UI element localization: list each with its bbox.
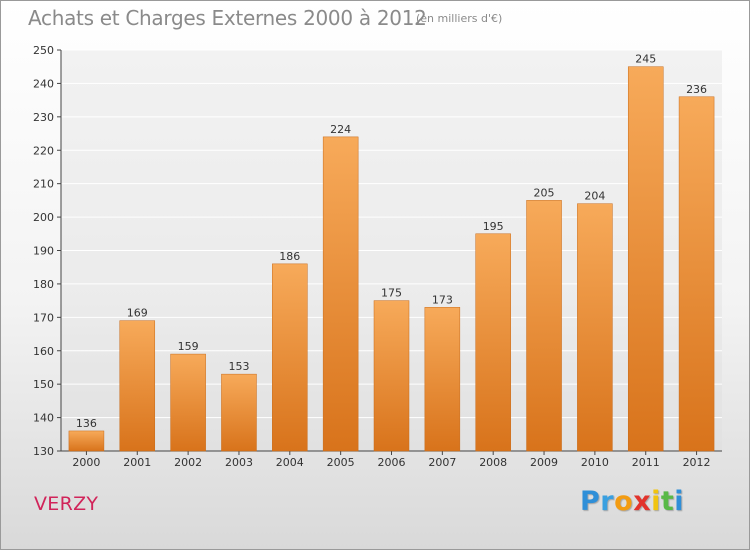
x-tick-label: 2003 (225, 456, 253, 469)
x-tick-label: 2010 (581, 456, 609, 469)
y-tick-label: 130 (33, 445, 54, 458)
data-label: 204 (584, 190, 605, 203)
x-tick-label: 2004 (276, 456, 304, 469)
data-label: 169 (127, 307, 148, 320)
x-tick-label: 2008 (479, 456, 507, 469)
logo-letter: r (600, 486, 615, 517)
logo-letter: x (633, 486, 652, 517)
y-tick-label: 190 (33, 245, 54, 258)
y-tick-label: 150 (33, 378, 54, 391)
bar (627, 66, 664, 452)
y-tick-label: 220 (33, 144, 54, 157)
bar (322, 136, 359, 452)
proxiti-logo: Proxiti (580, 486, 684, 517)
data-label: 224 (330, 123, 351, 136)
bar (373, 300, 410, 452)
bar (526, 200, 562, 452)
bar (68, 430, 105, 452)
y-tick-label: 180 (33, 278, 54, 291)
y-tick-label: 240 (33, 77, 54, 90)
bar (424, 307, 461, 452)
y-tick-label: 170 (33, 311, 54, 324)
x-tick-label: 2000 (72, 456, 100, 469)
logo-letter: o (614, 486, 634, 517)
data-label: 205 (534, 186, 555, 199)
data-label: 175 (381, 287, 402, 300)
bar (678, 96, 715, 452)
logo-letter: i (674, 486, 685, 517)
bar (221, 373, 257, 452)
data-label: 153 (228, 360, 249, 373)
chart-title: Achats et Charges Externes 2000 à 2012 (28, 6, 427, 30)
logo-letter: t (660, 486, 675, 517)
x-tick-label: 2007 (428, 456, 456, 469)
data-label: 173 (432, 293, 453, 306)
data-label: 159 (178, 340, 199, 353)
logo-letter: i (651, 486, 661, 517)
x-tick-label: 2005 (327, 456, 355, 469)
data-label: 236 (686, 83, 707, 96)
bar (170, 353, 206, 452)
data-label: 136 (76, 417, 97, 430)
y-tick-label: 140 (33, 412, 54, 425)
x-tick-label: 2012 (683, 456, 711, 469)
bar (577, 203, 613, 452)
x-tick-label: 2002 (174, 456, 202, 469)
x-tick-label: 2009 (530, 456, 558, 469)
x-tick-label: 2011 (632, 456, 660, 469)
chart-subtitle: (en milliers d'€) (416, 12, 503, 25)
x-tick-label: 2001 (123, 456, 151, 469)
y-tick-label: 250 (33, 44, 54, 57)
bar (119, 320, 156, 452)
bar (475, 233, 511, 452)
data-label: 186 (279, 250, 300, 263)
commune-name: VERZY (34, 493, 99, 515)
data-label: 245 (635, 53, 656, 66)
y-tick-label: 210 (33, 178, 54, 191)
y-tick-label: 200 (33, 211, 54, 224)
data-labels: 136 169 159 153 186 224 175 173 195 205 204 245 236 (76, 53, 707, 430)
bars (68, 66, 715, 452)
bar (272, 263, 308, 452)
data-label: 195 (483, 220, 504, 233)
logo-letter: P (580, 486, 601, 517)
x-tick-label: 2006 (378, 456, 406, 469)
y-tick-label: 160 (33, 345, 54, 358)
y-tick-label: 230 (33, 111, 54, 124)
